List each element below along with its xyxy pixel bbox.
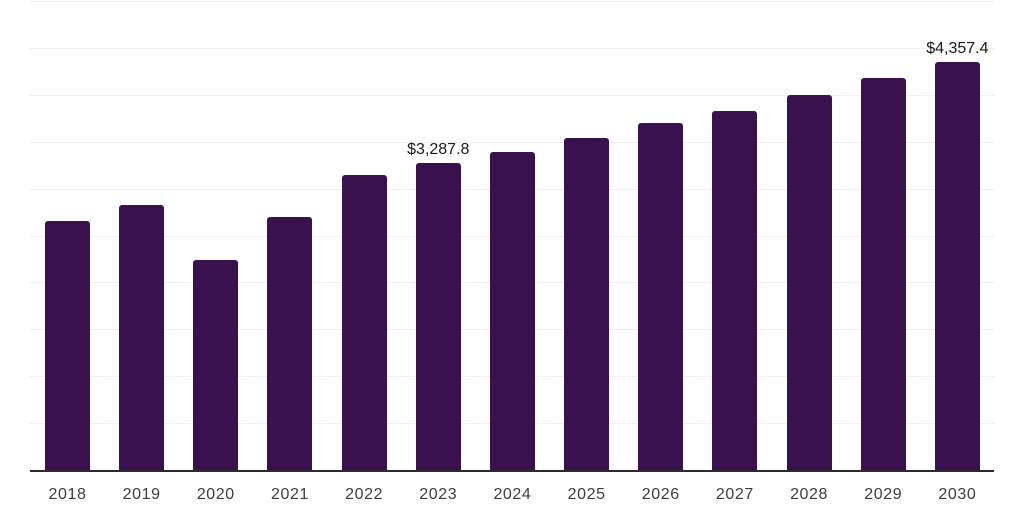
bar-group-2019: 2019 <box>119 2 165 503</box>
x-tick-2020: 2020 <box>196 486 235 503</box>
bar-group-2024: 2024 <box>489 2 535 503</box>
data-label-2030: $4,357.4 <box>926 40 989 58</box>
bar-2018 <box>45 220 90 471</box>
bar-group-2025: 2025 <box>564 2 610 503</box>
x-tick-2030: 2030 <box>938 486 977 503</box>
bar-group-2018: 2018 <box>45 2 90 503</box>
bar-group-2027: 2027 <box>712 2 758 503</box>
bar-2019 <box>119 204 165 471</box>
x-tick-2021: 2021 <box>270 486 309 503</box>
gridline-5000 <box>30 1 994 2</box>
bar-2025 <box>564 137 610 471</box>
bar-2029 <box>860 78 906 471</box>
x-axis-line <box>30 470 994 472</box>
bar-2027 <box>712 110 758 471</box>
x-tick-2022: 2022 <box>345 486 384 503</box>
bar-2026 <box>638 123 684 471</box>
gridline-4500 <box>30 47 994 49</box>
x-tick-2029: 2029 <box>864 486 903 503</box>
bar-2024 <box>489 151 535 471</box>
bar-group-2029: 2029 <box>860 2 906 503</box>
x-tick-2026: 2026 <box>641 486 680 503</box>
bar-group-2026: 2026 <box>638 2 684 503</box>
bar-2021 <box>267 217 313 471</box>
x-tick-2025: 2025 <box>567 486 606 503</box>
x-tick-2027: 2027 <box>715 486 754 503</box>
x-tick-2018: 2018 <box>48 486 87 503</box>
bar-group-2030: $4,357.4 2030 <box>926 2 988 503</box>
bar-group-2021: 2021 <box>267 2 313 503</box>
x-tick-2019: 2019 <box>122 486 161 503</box>
gridline-4000 <box>30 94 994 96</box>
x-tick-2028: 2028 <box>790 486 829 503</box>
gridline-3500 <box>30 141 994 143</box>
bar-2023 <box>415 162 461 471</box>
plot-area: 2018 2019 2020 2021 2022 $3,287.8 2023 2024 2025… <box>30 1 994 503</box>
x-tick-2023: 2023 <box>419 486 458 503</box>
bar-group-2022: 2022 <box>341 2 387 503</box>
x-tick-2024: 2024 <box>493 486 532 503</box>
data-label-2023: $3,287.8 <box>407 140 470 158</box>
bar-group-2020: 2020 <box>193 2 239 503</box>
bar-2030 <box>934 62 980 471</box>
bars-container: 2018 2019 2020 2021 2022 $3,287.8 2023 2024 2025… <box>45 2 989 503</box>
bar-group-2023: $3,287.8 2023 <box>407 2 469 502</box>
bar-group-2028: 2028 <box>786 2 832 503</box>
bar-2020 <box>193 260 239 471</box>
bar-2028 <box>786 94 832 471</box>
bar-2022 <box>341 174 387 471</box>
